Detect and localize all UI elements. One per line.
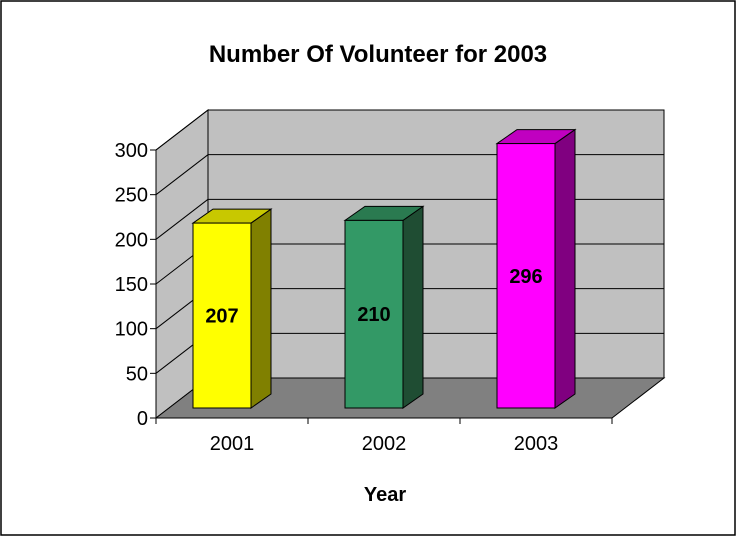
y-tick-labels: 0 50 100 150 200 250 300 — [115, 140, 148, 430]
gridline-side — [155, 109, 209, 151]
bar — [344, 219, 404, 409]
gridlines — [155, 109, 664, 374]
y-tick-label: 50 — [126, 363, 148, 385]
bar-side — [402, 205, 424, 409]
gridline-side — [155, 154, 209, 196]
axes — [150, 149, 613, 424]
y-tick-label: 0 — [137, 408, 148, 430]
bar — [192, 222, 252, 409]
bar-side — [554, 128, 576, 409]
chart-title: Number Of Volunteer for 2003 — [209, 41, 547, 68]
y-tick-label: 200 — [115, 229, 148, 251]
bar — [496, 143, 556, 409]
y-tick-label: 300 — [115, 140, 148, 162]
gridline-side — [155, 198, 209, 240]
data-label: 296 — [509, 266, 542, 288]
x-tick-label: 2002 — [362, 433, 407, 455]
x-tick-label: 2001 — [210, 433, 255, 455]
y-tick-label: 150 — [115, 274, 148, 296]
bar-side — [250, 208, 272, 409]
x-tick-labels: 2001 2002 2003 — [210, 433, 559, 455]
x-tick-label: 2003 — [514, 433, 559, 455]
data-labels: 207 210 296 — [205, 266, 542, 328]
bars — [191, 128, 577, 409]
data-label: 210 — [357, 304, 390, 326]
x-axis-label: Year — [364, 484, 406, 506]
data-label: 207 — [205, 306, 238, 328]
y-tick-label: 250 — [115, 185, 148, 207]
y-tick-label: 100 — [115, 319, 148, 341]
